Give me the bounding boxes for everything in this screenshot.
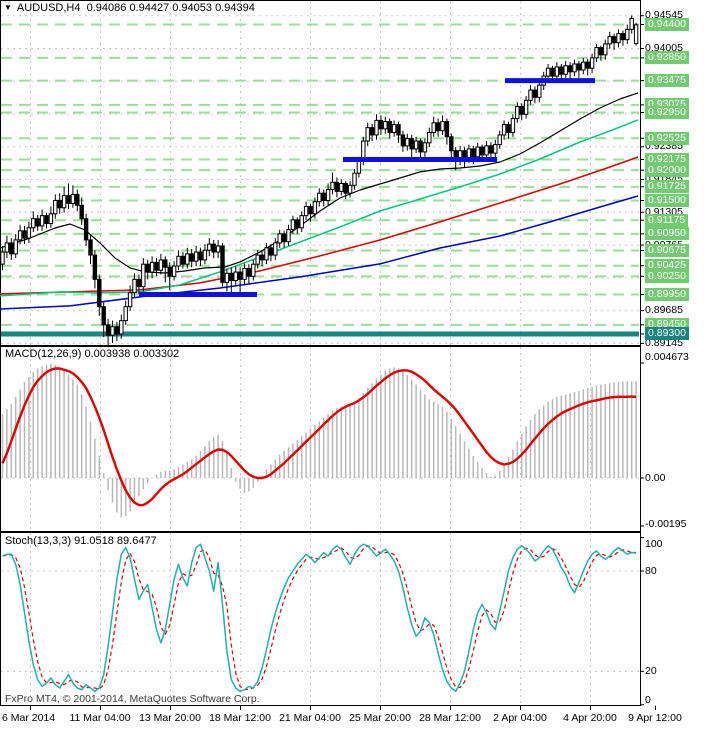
price-level-label: 0.94400 [645,18,689,31]
symbol-dropdown-icon[interactable]: ▼ [4,3,12,12]
time-axis-label: 21 Mar 04:00 [279,712,341,724]
time-axis-label: 25 Mar 20:00 [349,712,411,724]
chart-title-bar: ▼ AUDUSD,H4 0.94086 0.94427 0.94053 0.943… [4,2,255,14]
time-axis-label: 4 Apr 20:00 [563,712,617,724]
time-axis-label: 11 Mar 04:00 [69,712,131,724]
price-level-label: 0.91500 [645,194,689,207]
ohlc-values: 0.94086 0.94427 0.94053 0.94394 [86,2,255,14]
time-axis-label: 18 Mar 12:00 [209,712,271,724]
price-level-label: 0.92525 [645,132,689,145]
price-level-label: 0.90250 [645,270,689,283]
price-grid-label: 0.89685 [645,304,683,316]
broker-copyright: FxPro MT4, © 2001-2014, MetaQuotes Softw… [5,693,260,705]
teal-level-label: 0.89300 [645,327,689,340]
stoch-scale-label: 80 [645,565,657,577]
symbol-timeframe-label: AUDUSD,H4 [16,2,81,14]
stoch-header: Stoch(13,3,3) 91.0518 89.6477 [5,535,157,547]
time-axis-label: 6 Mar 2014 [2,712,56,724]
macd-scale-label: 0.004673 [645,351,689,363]
macd-header: MACD(12,26,9) 0.003938 0.003302 [5,348,180,360]
price-level-label: 0.93850 [645,51,689,64]
price-level-label: 0.90950 [645,227,689,240]
price-level-label: 0.91725 [645,180,689,193]
time-axis-label: 2 Apr 04:00 [493,712,547,724]
price-level-label: 0.93475 [645,74,689,87]
stoch-scale-label: 100 [645,538,663,550]
macd-scale-label: 0.00 [645,472,666,484]
price-grid-label: 0.89145 [645,337,683,349]
time-axis-label: 9 Apr 12:00 [628,712,682,724]
price-level-label: 0.91175 [645,214,689,227]
time-axis-label: 13 Mar 20:00 [139,712,201,724]
time-axis-label: 28 Mar 12:00 [419,712,481,724]
macd-scale-label: -0.00195 [645,518,687,530]
price-level-label: 0.90425 [645,259,689,272]
price-level-label: 0.92950 [645,106,689,119]
price-level-label: 0.89950 [645,288,689,301]
price-level-label: 0.92175 [645,153,689,166]
price-level-label: 0.90675 [645,244,689,257]
stoch-scale-label: 20 [645,665,657,677]
stoch-scale-label: 0 [645,694,651,706]
price-level-label: 0.92000 [645,164,689,177]
